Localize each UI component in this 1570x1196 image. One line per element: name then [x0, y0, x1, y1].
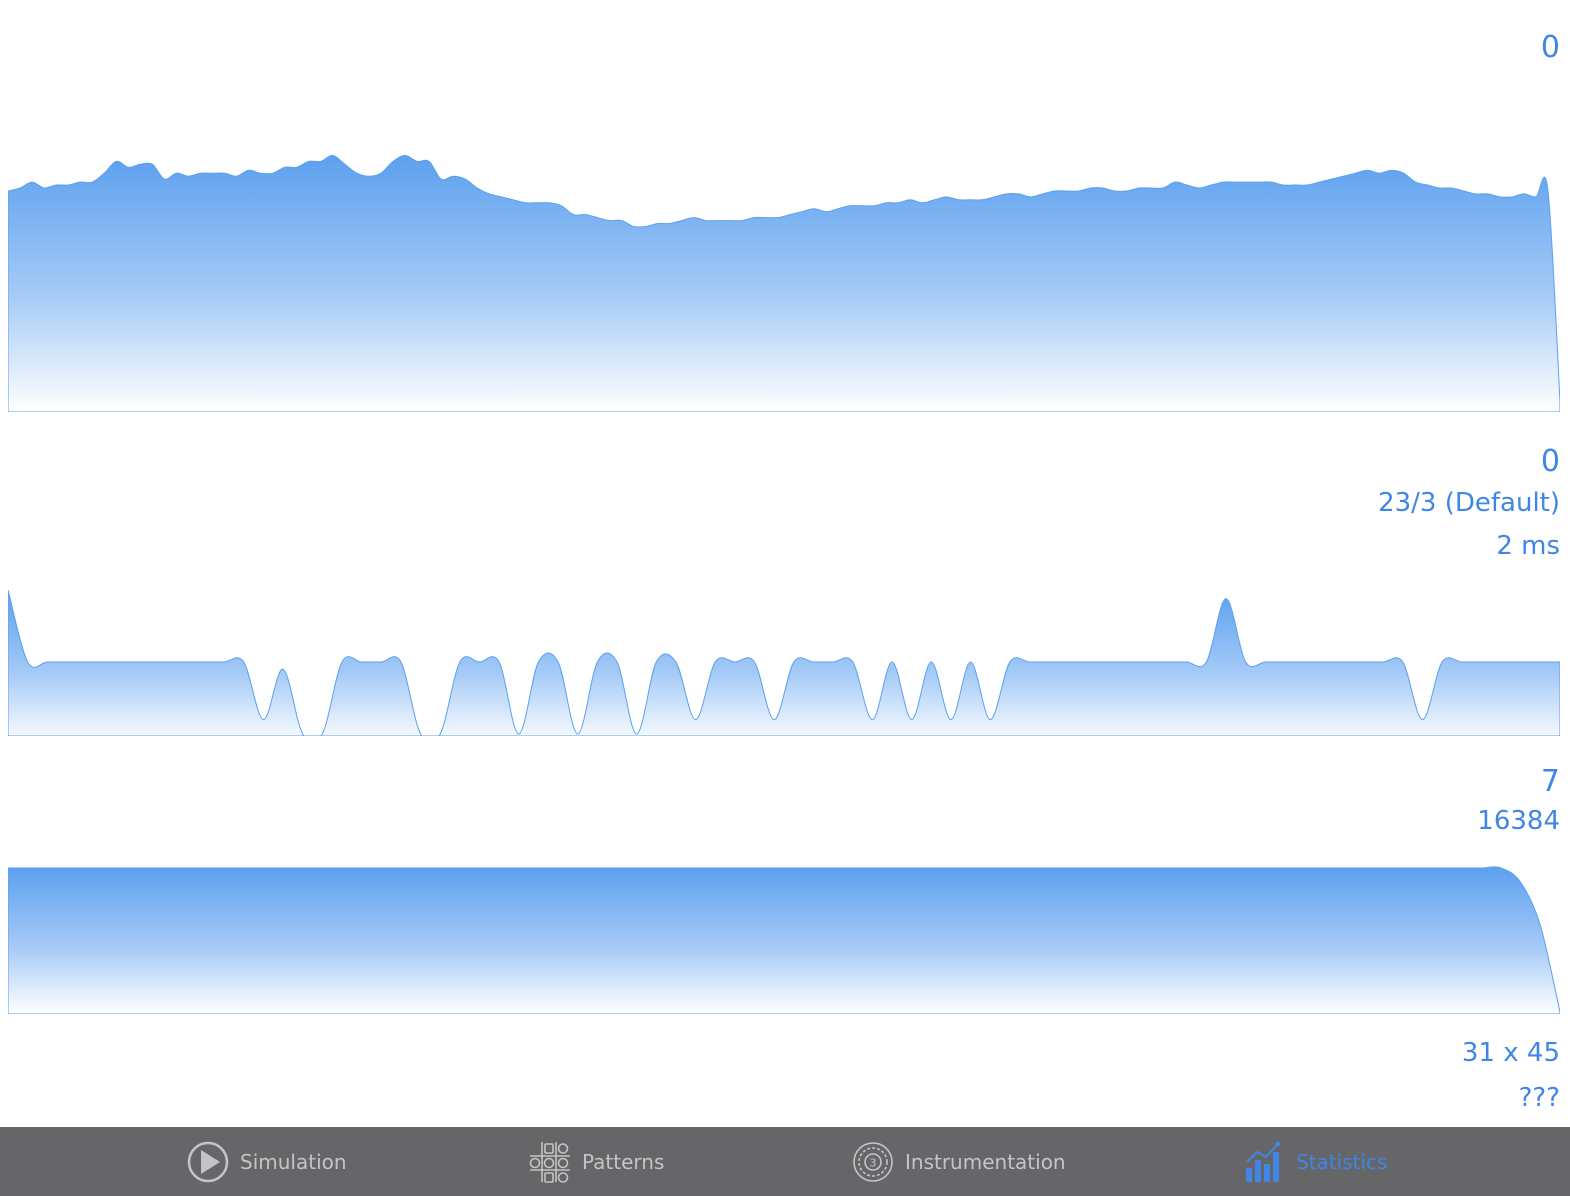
cycle-value-label: 7	[1540, 764, 1560, 799]
tab-simulation-label: Simulation	[240, 1149, 347, 1174]
population-chart	[8, 154, 1560, 412]
grid-size-label: 31 x 45	[1461, 1038, 1560, 1068]
rule-label: 23/3 (Default)	[1378, 488, 1560, 518]
tab-statistics[interactable]: Statistics	[1242, 1127, 1387, 1196]
generation-time-chart	[8, 589, 1560, 736]
population-area	[8, 154, 1560, 412]
instrumentation-icon: 3	[851, 1140, 895, 1184]
period-label: ???	[1518, 1083, 1560, 1113]
generation-time-label: 2 ms	[1496, 531, 1560, 561]
cells-total-label: 16384	[1477, 806, 1560, 836]
generation-time-area	[8, 589, 1560, 736]
cells-chart	[8, 866, 1560, 1014]
cells-area	[8, 866, 1560, 1014]
tab-patterns-label: Patterns	[582, 1149, 665, 1174]
svg-text:3: 3	[870, 1156, 877, 1169]
tab-statistics-label: Statistics	[1296, 1149, 1388, 1174]
bar-chart-icon	[1242, 1140, 1286, 1184]
patterns-icon	[528, 1140, 572, 1184]
population-min-label: 0	[1540, 444, 1560, 479]
tab-instrumentation[interactable]: 3 Instrumentation	[851, 1127, 1066, 1196]
tab-simulation[interactable]: Simulation	[186, 1127, 347, 1196]
population-max-label: 0	[1540, 30, 1560, 65]
tab-bar: Simulation Patterns	[0, 1127, 1570, 1196]
tab-patterns[interactable]: Patterns	[528, 1127, 664, 1196]
tab-instrumentation-label: Instrumentation	[905, 1149, 1066, 1174]
play-icon	[186, 1140, 230, 1184]
